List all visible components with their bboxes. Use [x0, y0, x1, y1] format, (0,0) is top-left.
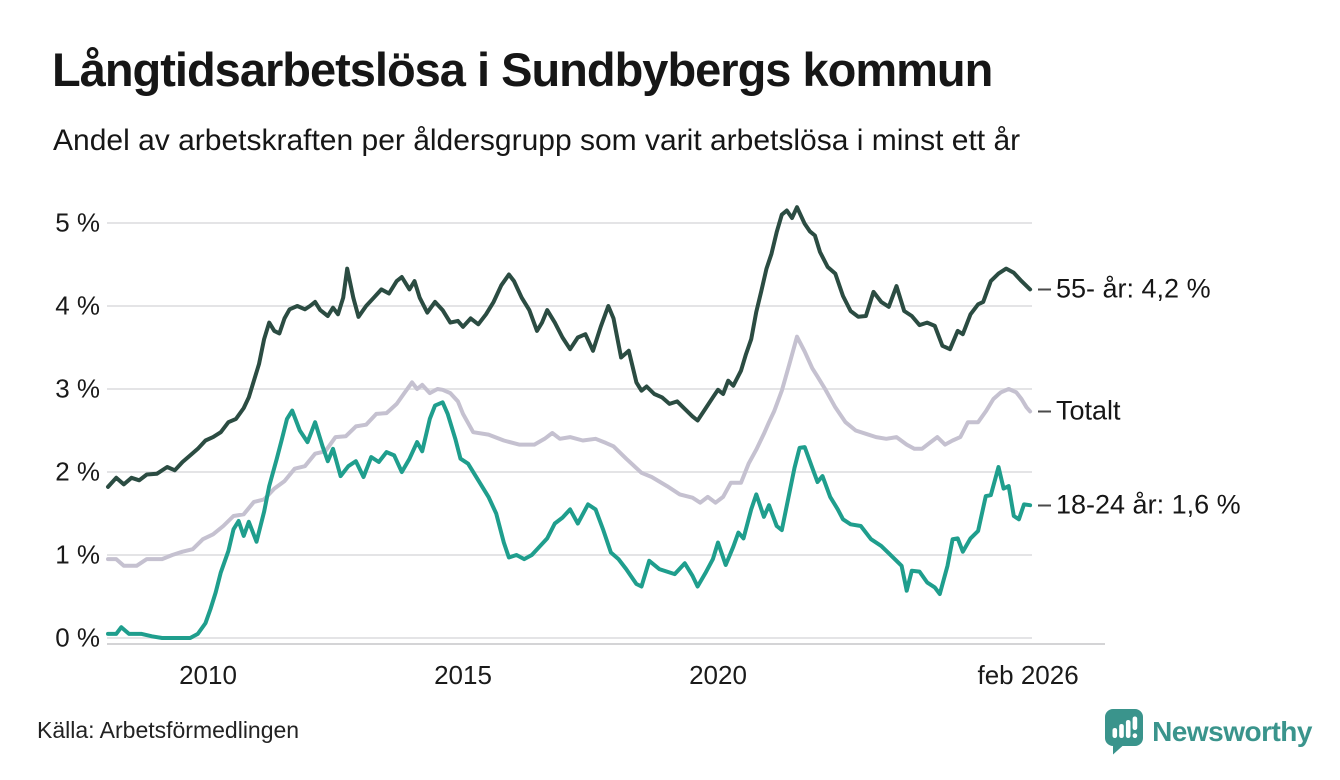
y-tick-label: 1 % [55, 539, 100, 570]
legend-dash-icon [1038, 504, 1051, 507]
y-tick-label: 3 % [55, 373, 100, 404]
y-tick-label: 0 % [55, 622, 100, 653]
legend-item-18-24: 18-24 år: 1,6 % [1038, 490, 1241, 521]
x-tick-label: 2015 [434, 660, 492, 690]
source-attribution: Källa: Arbetsförmedlingen [37, 717, 300, 743]
legend-label-55: 55- år: 4,2 % [1056, 273, 1211, 304]
chart-title: Långtidsarbetslösa i Sundbybergs kommun [52, 43, 993, 96]
newsworthy-wordmark: Newsworthy [1152, 715, 1312, 747]
chart-subtitle: Andel av arbetskraften per åldersgrupp s… [53, 124, 1021, 157]
newsworthy-logo: Newsworthy [1105, 708, 1312, 755]
legend-dash-icon [1038, 410, 1051, 413]
legend-item-55: 55- år: 4,2 % [1038, 274, 1211, 305]
legend-item-totalt: Totalt [1038, 396, 1121, 427]
x-tick-label: feb 2026 [977, 660, 1079, 690]
y-tick-label: 4 % [55, 290, 100, 321]
legend-label-totalt: Totalt [1056, 395, 1121, 426]
x-tick-label: 2020 [689, 660, 747, 690]
y-tick-label: 2 % [55, 456, 100, 487]
legend-label-18-24: 18-24 år: 1,6 % [1056, 489, 1241, 520]
newsworthy-bubble-chart-icon [1105, 709, 1144, 755]
x-tick-label: 2010 [179, 660, 237, 690]
y-tick-label: 5 % [55, 207, 100, 238]
legend-dash-icon [1038, 288, 1051, 291]
